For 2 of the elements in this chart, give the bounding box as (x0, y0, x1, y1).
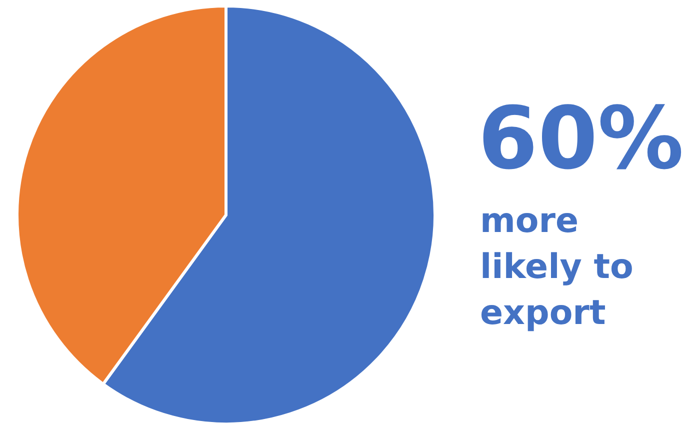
text: 60% (478, 89, 684, 189)
text: more likely to export (480, 201, 634, 333)
